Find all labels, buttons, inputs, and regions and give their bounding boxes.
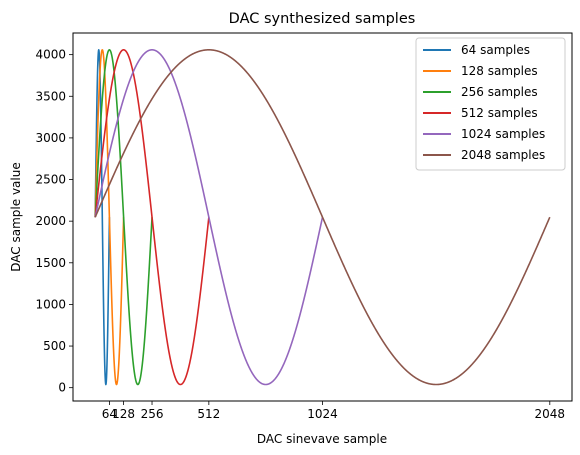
y-tick-label: 3500 [35,89,66,103]
x-tick-label: 128 [112,407,135,421]
series-line-128 [94,49,125,386]
chart-title: DAC synthesized samples [229,11,416,27]
legend-label: 512 samples [461,106,538,120]
legend-label: 64 samples [461,43,530,57]
x-tick-label: 64 [102,407,117,421]
y-tick-label: 0 [58,381,66,395]
y-tick-label: 500 [43,339,66,353]
y-axis: 0 500 1000 1500 2000 2500 3000 3500 4000 [35,48,73,395]
series-layer [94,49,551,386]
x-axis-label: DAC sinevave sample [257,432,387,446]
series-line-1024 [94,49,324,386]
series-line-2048 [94,49,551,386]
legend: 64 samples 128 samples 256 samples 512 samp… [415,37,566,171]
legend-label: 256 samples [461,85,538,99]
x-tick-label: 1024 [307,407,338,421]
y-tick-label: 1500 [35,256,66,270]
series-line-64 [94,49,111,386]
legend-box [415,37,566,171]
series-line-512 [94,49,210,386]
y-tick-label: 4000 [35,48,66,62]
y-tick-label: 2500 [35,173,66,187]
y-tick-label: 2000 [35,214,66,228]
legend-label: 128 samples [461,64,538,78]
legend-label: 2048 samples [461,148,545,162]
y-tick-label: 1000 [35,297,66,311]
legend-label: 1024 samples [461,127,545,141]
x-tick-label: 256 [141,407,164,421]
series-line-256 [94,49,153,386]
y-tick-label: 3000 [35,131,66,145]
x-tick-label: 512 [197,407,220,421]
x-tick-label: 2048 [535,407,566,421]
y-axis-label: DAC sample value [9,162,23,271]
